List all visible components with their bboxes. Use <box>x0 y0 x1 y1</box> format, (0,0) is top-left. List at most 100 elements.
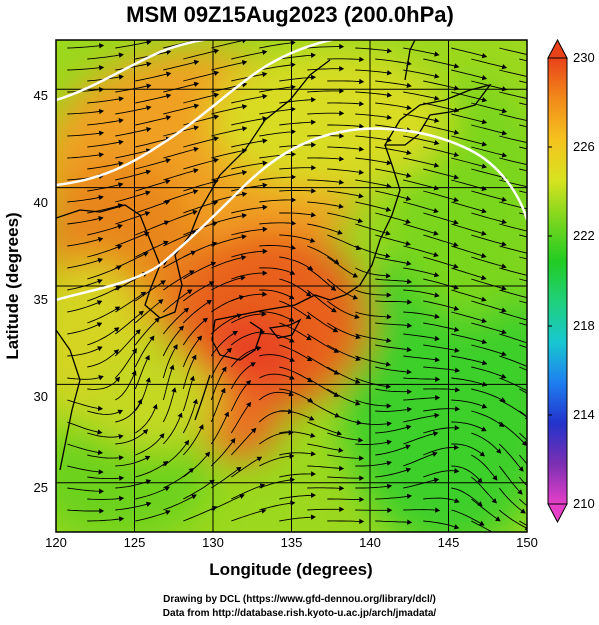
streamline <box>307 245 339 264</box>
streamline-arrow <box>453 151 460 158</box>
streamline <box>67 132 104 137</box>
streamline-arrow <box>114 376 121 383</box>
streamline <box>355 47 392 52</box>
streamline <box>279 99 316 104</box>
streamline <box>327 432 363 441</box>
streamline <box>67 196 103 203</box>
streamline <box>163 270 195 291</box>
streamline-arrow <box>332 327 339 333</box>
streamline-arrow <box>433 185 440 191</box>
streamline-arrow <box>193 59 200 66</box>
streamline-arrow <box>165 509 171 515</box>
streamline-arrow <box>311 492 316 498</box>
x-tick-label: 135 <box>281 535 303 550</box>
streamline <box>451 91 487 102</box>
streamline <box>87 497 124 500</box>
streamline-arrow <box>290 84 296 90</box>
streamline <box>279 190 316 192</box>
streamline <box>327 498 364 500</box>
streamline <box>451 399 487 408</box>
streamline-arrow <box>311 471 316 477</box>
streamline <box>471 102 507 113</box>
streamline <box>519 366 527 371</box>
streamline <box>135 220 169 236</box>
streamline <box>279 366 313 383</box>
plot-frame <box>55 39 528 533</box>
streamline-arrow <box>241 255 247 261</box>
streamline <box>115 456 150 467</box>
streamline <box>327 190 363 198</box>
colorbar-label: 214 <box>573 407 595 422</box>
streamline <box>403 377 440 380</box>
streamline-arrow <box>479 520 485 526</box>
streamline <box>210 367 227 401</box>
streamline <box>498 443 524 472</box>
streamline <box>355 485 392 489</box>
streamline <box>327 322 361 339</box>
streamline-arrow <box>500 373 507 379</box>
streamline-arrow <box>305 314 312 320</box>
y-tick-label: 35 <box>34 292 48 307</box>
streamline <box>423 300 459 310</box>
streamline <box>230 347 261 368</box>
streamline <box>403 69 439 78</box>
streamline <box>279 300 311 320</box>
streamline-arrow <box>406 172 412 178</box>
streamline <box>231 250 267 258</box>
streamline <box>423 446 459 456</box>
streamline <box>211 105 247 115</box>
streamline-arrow <box>434 335 440 342</box>
streamline <box>451 333 487 344</box>
streamline-arrow <box>118 516 125 522</box>
streamline <box>115 211 150 225</box>
streamline <box>403 245 439 257</box>
streamline-arrow <box>230 438 236 444</box>
streamline <box>279 256 313 271</box>
streamline-arrow <box>116 244 123 250</box>
streamline <box>67 465 103 473</box>
streamline <box>403 91 439 100</box>
streamline-arrow <box>339 485 345 491</box>
streamline <box>163 468 194 489</box>
streamline-arrow <box>481 426 487 432</box>
streamline-arrow <box>288 430 294 436</box>
streamline <box>230 402 251 434</box>
streamline-arrow <box>406 406 413 413</box>
streamline-arrow <box>289 453 295 459</box>
streamline <box>67 346 103 357</box>
streamline-arrow <box>145 479 152 485</box>
streamline-arrow <box>518 466 524 472</box>
streamline-arrow <box>140 291 147 297</box>
streamline <box>519 102 527 106</box>
streamline-arrow <box>406 346 412 353</box>
streamline-arrow <box>477 477 483 484</box>
streamline-arrow <box>386 460 392 466</box>
streamline <box>67 509 104 512</box>
streamline-arrow <box>338 179 345 185</box>
colorbar-label: 210 <box>573 496 595 511</box>
streamline <box>87 204 123 214</box>
streamline-arrow <box>548 533 552 537</box>
streamline <box>423 388 460 391</box>
streamline <box>355 377 391 388</box>
streamline-arrow <box>453 129 460 135</box>
streamline-arrow <box>242 148 248 154</box>
streamline-arrow <box>113 349 119 355</box>
streamline <box>211 171 247 181</box>
streamline-arrow <box>453 524 460 530</box>
streamline <box>259 267 295 275</box>
streamline-arrow <box>196 335 203 341</box>
streamline-arrow <box>262 138 268 144</box>
streamline-arrow <box>355 334 361 340</box>
streamline-arrow <box>541 454 545 458</box>
streamline-arrow <box>305 291 312 297</box>
streamline <box>115 84 151 93</box>
streamline <box>375 256 411 265</box>
streamline <box>499 91 527 99</box>
streamline-arrow <box>339 506 345 512</box>
streamline-arrow <box>339 43 345 50</box>
streamline <box>87 518 124 522</box>
streamline <box>231 95 267 104</box>
streamline <box>451 135 487 146</box>
streamline <box>259 64 295 71</box>
